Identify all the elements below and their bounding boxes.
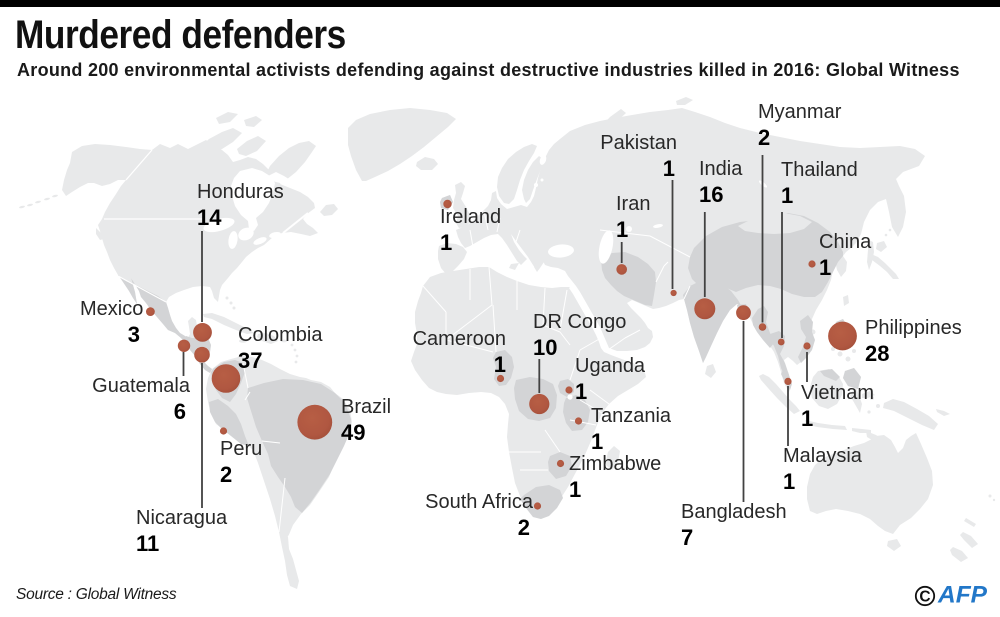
svg-text:C: C [919,589,930,606]
svg-text:AFP: AFP [937,582,988,608]
